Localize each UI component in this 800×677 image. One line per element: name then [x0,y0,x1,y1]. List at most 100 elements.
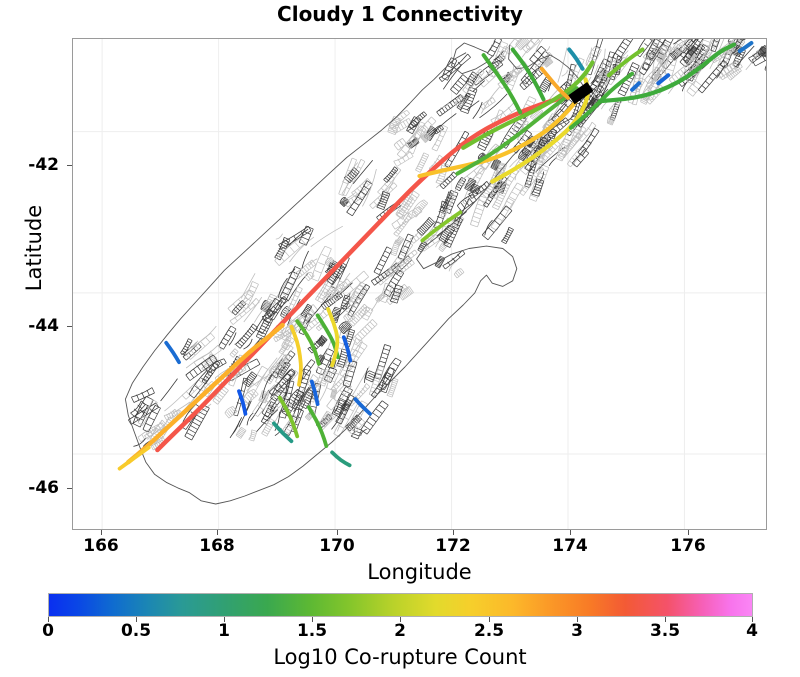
colored-fault-southland-green-a[interactable] [277,395,300,439]
fault-trace-rail [394,119,402,135]
fault-dip-ticks [193,345,222,368]
fault-trace-rail [232,301,260,325]
colored-fault-marlborough-orange-spur[interactable] [539,66,570,100]
colored-fault-otago-blue-a[interactable] [341,335,353,363]
map-axes[interactable] [72,38,767,530]
fault-trace [656,39,666,57]
fault-trace-rail [329,289,338,299]
fault-trace-rail [460,98,468,109]
colored-fault-otago-green-b[interactable] [315,313,340,360]
fault-trace [435,162,443,183]
fault-trace-rail [484,133,494,151]
fault-dip-ticks [388,110,410,129]
colored-fault-alpine-fault-main[interactable] [155,90,583,453]
fault-trace-rail [331,386,352,411]
fault-trace-rail [540,126,553,163]
fault-trace-rail [523,150,531,162]
fault-trace-rail [443,193,454,212]
fault-trace [764,65,766,70]
colored-fault-marlborough-green-b[interactable] [481,53,523,115]
fault-trace [243,338,253,350]
colored-fault-westcoast-blue[interactable] [164,340,181,365]
fault-trace [288,268,296,275]
fault-trace [362,169,377,207]
fault-trace-rail [378,249,393,275]
fault-dip-ticks [305,272,315,282]
fault-trace-rail [581,125,597,142]
fault-dip-ticks [373,344,392,380]
fault-trace [186,332,212,356]
fault-dip-ticks [185,354,218,381]
fault-dip-ticks [274,238,306,266]
fault-trace-rail [287,339,295,351]
colorbar-tick-label: 1.5 [296,621,328,641]
fault-trace [642,39,657,58]
fault-trace [280,286,298,320]
colored-fault-northeast-blue-b[interactable] [630,81,641,92]
fault-dip-ticks [212,386,229,405]
colored-fault-marlborough-teal-a[interactable] [567,47,585,71]
fault-trace-rail [402,194,420,220]
fault-dip-ticks [453,268,465,279]
colored-fault-wairau-fault[interactable] [461,60,595,150]
colored-fault-wairarapa-fault[interactable] [737,41,754,54]
fault-trace-rail [297,264,316,280]
fault-trace-rail [409,121,437,149]
fault-trace [342,162,359,183]
colored-fault-otago-yellow-a[interactable] [326,307,340,368]
colored-fault-porters-pass[interactable] [420,210,463,243]
fault-trace [293,386,310,412]
fault-dip-ticks [640,69,668,102]
fault-trace [228,332,237,346]
colored-fault-fiordland-yellow[interactable] [117,445,151,471]
fault-dip-ticks [390,284,403,304]
xtick-mark [570,530,571,535]
fault-trace-rail [610,60,630,86]
colored-fault-otago-blue-c[interactable] [237,389,248,416]
fault-trace-rail [737,50,746,68]
colored-fault-marlborough-green-a[interactable] [510,47,546,102]
fault-trace-rail [228,411,238,419]
fault-trace [181,379,199,396]
fault-trace [440,103,449,109]
fault-trace [460,86,470,111]
colored-fault-northeast-blue-a[interactable] [656,73,671,86]
colored-fault-otago-green-a[interactable] [295,319,321,366]
colored-fault-southland-green-b[interactable] [307,405,329,448]
fault-dip-ticks [335,393,355,425]
fault-trace [364,367,369,383]
grid-lines [73,39,766,529]
fault-dip-ticks [299,225,314,246]
colored-fault-otago-yellow-b[interactable] [289,324,303,387]
colored-fault-southland-teal-b[interactable] [330,450,352,468]
fault-dip-ticks [608,98,623,114]
fault-dip-ticks [128,402,159,425]
fault-trace [393,151,411,162]
colored-fault-awatere-fault[interactable] [490,77,590,184]
fault-trace-rail [576,153,590,168]
y-axis-label: Latitude [22,204,46,292]
colored-fault-otago-blue-d[interactable] [353,397,372,416]
fault-dip-ticks [442,250,466,270]
fault-dip-ticks [683,39,703,63]
colorbar-gradient[interactable] [48,593,753,617]
fault-trace [377,166,398,193]
fault-trace [647,39,654,55]
fault-dip-ticks [330,373,349,393]
fault-trace [499,46,505,60]
fault-dip-ticks [235,323,258,349]
fault-trace-rail [208,362,227,374]
fault-trace [668,58,697,80]
fault-trace [710,39,716,51]
fault-trace-rail [190,337,215,360]
colored-fault-otago-blue-b[interactable] [309,379,320,406]
fault-trace [218,325,232,347]
source-fault-patch[interactable] [568,82,594,105]
colored-fault-hope-fault[interactable] [417,93,583,179]
colored-fault-clarence-fault[interactable] [455,86,579,176]
fault-trace-rail [391,379,399,398]
colored-fault-wellington-fault[interactable] [606,47,645,78]
fault-trace [393,213,410,234]
colored-fault-southland-teal-a[interactable] [272,421,294,444]
colored-fault-hikurangi-northeast[interactable] [597,42,737,104]
